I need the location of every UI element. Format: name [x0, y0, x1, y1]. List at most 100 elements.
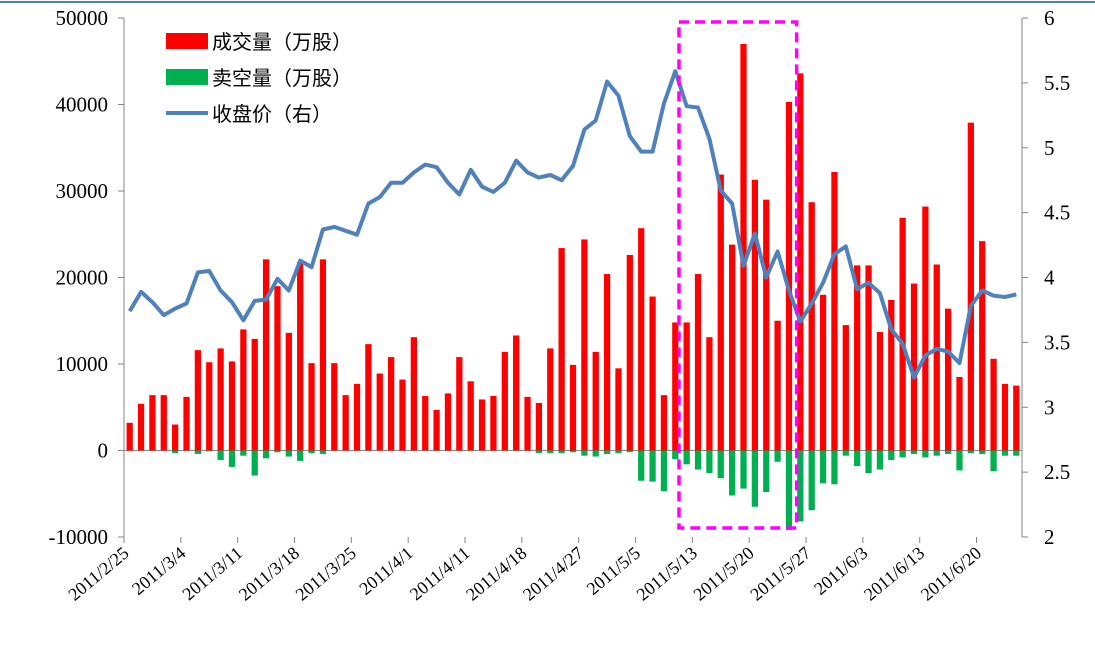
bar-short — [172, 450, 179, 454]
bar-short — [581, 450, 588, 456]
y-right-tick-label: 4 — [1044, 266, 1055, 290]
bar-volume — [626, 255, 633, 451]
bar-short — [649, 450, 656, 482]
bar-short — [865, 450, 872, 473]
bar-short — [251, 450, 258, 476]
legend-swatch-volume — [166, 33, 208, 49]
bar-volume — [388, 357, 395, 451]
x-tick-label: 2011/5/20 — [689, 543, 757, 605]
bar-volume — [672, 322, 679, 451]
x-tick-label: 2011/6/20 — [917, 543, 985, 605]
bar-volume — [353, 383, 361, 451]
bar-volume — [922, 206, 929, 451]
bar-short — [626, 450, 633, 453]
bar-volume — [1001, 383, 1009, 451]
bar-volume — [581, 239, 588, 451]
bar-short — [751, 450, 758, 507]
bar-short — [854, 450, 861, 467]
bar-volume — [194, 350, 202, 451]
y-right-tick-label: 2 — [1044, 525, 1055, 549]
bar-volume — [490, 396, 497, 451]
bar-short — [729, 450, 736, 496]
y-left-tick-label: 0 — [98, 439, 109, 463]
bar-short — [740, 450, 747, 489]
bar-short — [899, 450, 906, 458]
bar-short — [990, 450, 997, 472]
y-right-tick-label: 6 — [1044, 6, 1055, 30]
bar-volume — [467, 381, 474, 451]
bar-short — [717, 450, 724, 479]
bar-short — [558, 450, 565, 454]
bar-volume — [228, 361, 236, 451]
bar-volume — [285, 332, 292, 451]
bar-volume — [524, 396, 531, 451]
x-tick-label: 2011/3/18 — [235, 543, 303, 605]
bar-volume — [910, 283, 918, 451]
bar-short — [694, 450, 702, 470]
bar-volume — [956, 376, 963, 451]
bar-volume — [478, 399, 486, 451]
bar-volume — [297, 261, 304, 451]
bar-short — [228, 450, 236, 467]
bar-short — [262, 450, 270, 459]
bar-short — [274, 450, 281, 453]
bar-short — [774, 450, 781, 462]
bar-short — [319, 450, 327, 454]
bar-volume — [137, 403, 145, 451]
legend-swatch-short — [166, 69, 208, 85]
bar-short — [240, 450, 247, 456]
x-tick-label: 2011/5/27 — [746, 543, 814, 605]
bar-volume — [763, 199, 770, 451]
bar-volume — [683, 322, 690, 451]
bar-volume — [819, 294, 827, 451]
bar-volume — [865, 265, 872, 451]
bar-volume — [501, 351, 508, 451]
bar-volume — [842, 325, 849, 451]
bar-volume — [149, 395, 156, 451]
bar-volume — [990, 358, 997, 451]
bar-short — [956, 450, 963, 471]
x-tick-label: 2011/2/25 — [64, 543, 132, 605]
bar-volume — [547, 348, 554, 451]
bar-short — [808, 450, 815, 511]
x-tick-label: 2011/4/18 — [462, 543, 530, 605]
y-left-tick-label: 50000 — [56, 6, 109, 30]
bar-short — [660, 450, 668, 492]
bar-short — [569, 450, 577, 453]
bar-short — [683, 450, 690, 465]
bar-short — [603, 450, 611, 454]
bar-volume — [206, 362, 213, 451]
y-right-tick-label: 3 — [1044, 395, 1055, 419]
bar-volume — [274, 286, 281, 451]
x-tick-label: 2011/3/11 — [178, 543, 246, 604]
plot-area: -10000 0 10000 20000 30000 40000 50000 2 2.5 3 3.5… — [49, 6, 1071, 605]
bar-short — [547, 450, 554, 454]
bar-short — [638, 450, 645, 481]
x-tick-label: 2011/4/27 — [519, 543, 587, 605]
bar-volume — [331, 363, 338, 451]
bar-volume — [751, 179, 758, 451]
bar-volume — [774, 320, 781, 451]
legend-label-volume: 成交量（万股） — [212, 30, 352, 54]
bar-short — [1001, 450, 1009, 456]
bar-volume — [660, 395, 668, 451]
bar-short — [592, 450, 599, 457]
bar-volume — [410, 337, 417, 451]
bar-volume — [888, 299, 895, 451]
bar-volume — [251, 338, 258, 451]
bar-volume — [342, 395, 349, 451]
highlight-box — [677, 20, 799, 530]
bar-volume — [433, 409, 440, 451]
bar-volume — [603, 274, 611, 451]
bar-volume — [126, 422, 133, 451]
bar-volume — [399, 379, 406, 451]
bar-short — [888, 450, 895, 461]
bar-short — [819, 450, 827, 484]
bar-volume — [694, 274, 702, 451]
bar-short — [1013, 450, 1020, 456]
bar-volume — [854, 265, 861, 451]
bar-volume — [967, 122, 974, 451]
bar-volume — [933, 264, 940, 451]
bar-short — [831, 450, 838, 485]
